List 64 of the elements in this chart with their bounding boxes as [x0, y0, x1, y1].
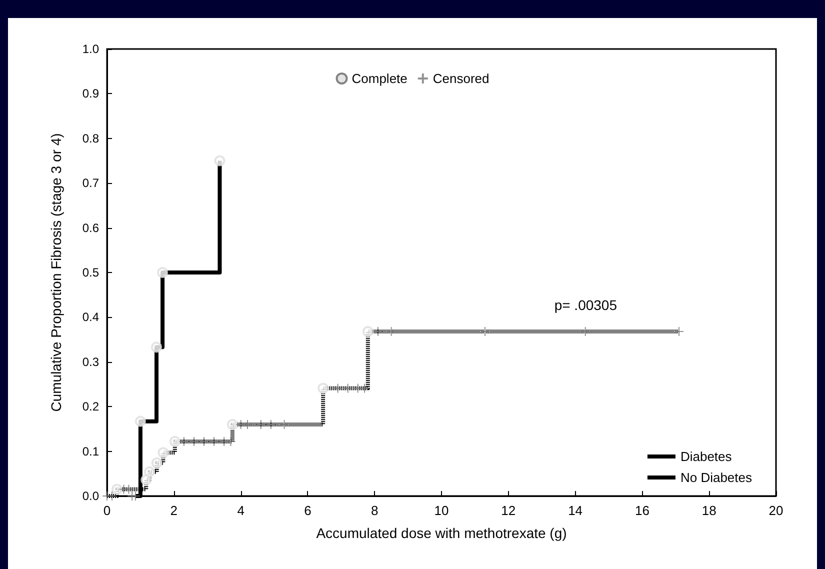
x-tick-label: 4	[237, 503, 244, 518]
point	[360, 383, 370, 394]
y-tick-label: 0.4	[82, 310, 100, 324]
point	[219, 436, 230, 446]
x-tick-label: 16	[634, 503, 650, 518]
x-tick-label: 2	[170, 503, 178, 518]
point	[107, 491, 118, 501]
x-tick-label: 18	[702, 503, 716, 518]
point	[199, 436, 210, 446]
point	[157, 267, 168, 278]
point	[130, 491, 140, 501]
x-tick-label: 14	[568, 503, 583, 518]
x-tick-label: 8	[370, 503, 378, 518]
x-axis-title: Accumulated dose with methotrexate (g)	[316, 525, 567, 541]
annotation: p= .00305	[554, 297, 618, 313]
point	[112, 484, 123, 495]
point	[372, 326, 383, 337]
y-tick-label: 0.3	[82, 354, 100, 369]
point	[674, 326, 684, 337]
legend-label: No Diabetes	[680, 470, 752, 485]
x-tick-label: 12	[501, 503, 516, 518]
point	[332, 383, 343, 394]
point	[140, 474, 152, 486]
y-tick-label: 0.9	[82, 86, 100, 101]
y-tick-label: 0.2	[82, 400, 100, 414]
y-tick-label: 0.6	[82, 220, 100, 235]
point	[188, 436, 199, 446]
x-tick-label: 6	[304, 503, 312, 518]
point	[362, 326, 374, 337]
point	[580, 326, 590, 337]
y-tick-label: 0.1	[82, 444, 100, 458]
legend-label: Complete	[352, 71, 408, 86]
point	[158, 447, 169, 458]
point	[279, 419, 290, 430]
point	[209, 436, 220, 446]
point	[226, 436, 236, 446]
legend-label: Censored	[432, 71, 490, 86]
y-tick-label: 1.0	[82, 42, 100, 56]
point	[214, 155, 226, 166]
y-tick-label: 0.7	[82, 176, 100, 190]
point	[169, 436, 180, 447]
point	[236, 419, 246, 430]
point	[242, 419, 252, 430]
point	[318, 382, 329, 394]
point	[178, 436, 189, 446]
point	[226, 418, 238, 430]
point	[256, 419, 266, 430]
point	[342, 383, 353, 394]
y-axis-title: Cumulative Proportion Fibrosis (stage 3 or 4)	[48, 133, 64, 412]
point	[352, 383, 363, 394]
x-tick-label: 20	[768, 503, 784, 518]
point	[151, 457, 162, 468]
y-tick-label: 0.0	[82, 489, 100, 503]
point	[386, 326, 396, 337]
point	[134, 416, 146, 427]
legend-label: Diabetes	[680, 449, 732, 464]
x-tick-label: 0	[103, 503, 111, 518]
point	[480, 326, 490, 337]
x-tick-label: 10	[434, 503, 449, 518]
point	[266, 419, 276, 430]
point	[151, 342, 162, 353]
point	[144, 466, 155, 478]
y-tick-label: 0.8	[82, 131, 100, 146]
y-tick-label: 0.5	[82, 266, 100, 280]
